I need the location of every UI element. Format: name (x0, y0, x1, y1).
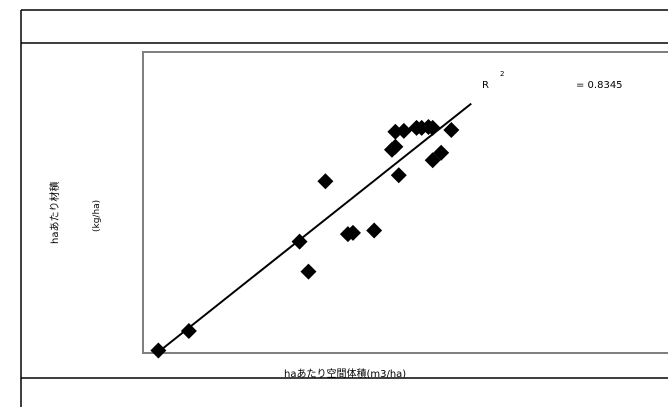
data-point (300, 263, 317, 280)
plot-area (142, 51, 668, 354)
r-squared-value: = 0.8345 (576, 80, 623, 91)
data-point (150, 342, 167, 359)
data-point (344, 224, 361, 241)
data-point (424, 119, 441, 136)
data-point (180, 323, 197, 339)
data-point (443, 122, 460, 138)
data-point (366, 222, 383, 239)
data-point (395, 122, 412, 139)
data-point (390, 167, 407, 184)
data-point (317, 173, 334, 190)
data-point (291, 233, 308, 250)
trendline (157, 102, 472, 353)
r-squared-exponent: 2 (500, 70, 505, 78)
y-axis-unit: (kg/ha) (92, 199, 102, 232)
data-point (433, 144, 450, 161)
y-axis-label: haあたり材積 (50, 181, 61, 244)
x-axis-label: haあたり空間体積(m3/ha) (284, 369, 407, 380)
r-squared-label: R (482, 80, 489, 91)
data-point (387, 138, 404, 155)
